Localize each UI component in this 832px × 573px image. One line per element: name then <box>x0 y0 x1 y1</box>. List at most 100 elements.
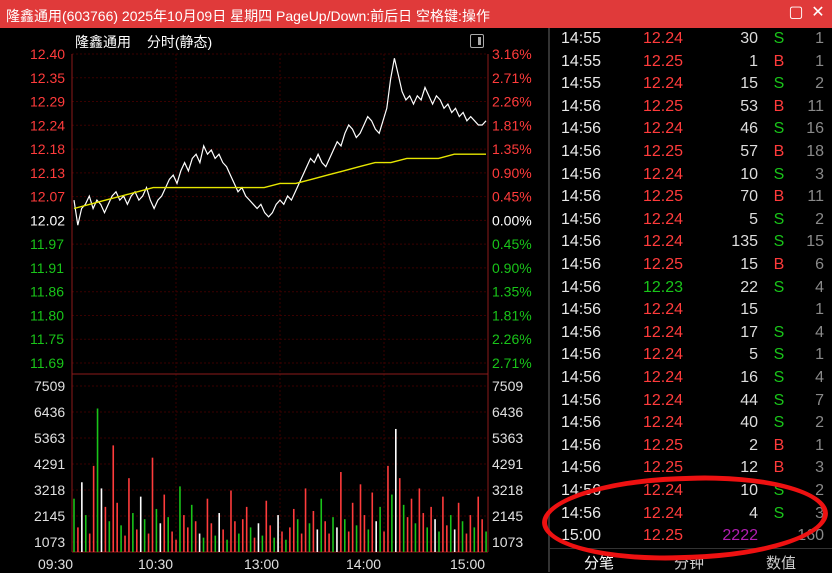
tick-price: 12.25 <box>643 188 684 206</box>
tick-price: 12.25 <box>643 97 684 115</box>
tick-row: 14:56 12.25 57 B 18 <box>550 141 832 163</box>
tick-row: 14:56 12.24 15 1 <box>550 299 832 321</box>
tick-count: 6 <box>815 256 824 273</box>
tick-volume: 40 <box>740 414 758 432</box>
price-tick-label: 12.29 <box>30 94 65 110</box>
tick-row: 14:56 12.24 17 S 4 <box>550 322 832 344</box>
tick-price: 12.25 <box>643 527 684 545</box>
tick-direction: S <box>773 75 785 93</box>
tick-volume: 57 <box>740 143 758 160</box>
percent-tick-label: 0.00% <box>492 212 532 228</box>
tick-price: 12.23 <box>643 278 684 296</box>
tab-tick[interactable]: 分笔 <box>584 555 615 572</box>
tick-direction: B <box>773 143 785 160</box>
tick-volume: 44 <box>740 391 758 409</box>
tick-volume: 15 <box>740 75 758 93</box>
tick-price: 12.24 <box>643 120 684 138</box>
tick-time: 14:56 <box>561 278 602 296</box>
volume-tick-label: 1073 <box>492 534 523 550</box>
volume-tick-label: 2145 <box>34 508 65 524</box>
tick-direction: S <box>773 346 785 364</box>
average-price-line <box>73 153 486 210</box>
percent-tick-label: 2.71% <box>492 355 532 371</box>
panel-toggle-icon[interactable] <box>470 34 484 48</box>
tick-volume: 5 <box>749 210 758 228</box>
tick-count: 1 <box>815 346 824 364</box>
tick-volume: 2 <box>749 436 758 454</box>
tick-row: 14:56 12.24 10 S 3 <box>550 164 832 186</box>
tick-row: 14:56 12.24 5 S 2 <box>550 209 832 231</box>
tick-volume: 12 <box>740 459 758 477</box>
tick-direction: B <box>773 52 785 70</box>
tick-direction: S <box>773 30 785 47</box>
tick-price: 12.24 <box>643 30 684 47</box>
title-bar: 隆鑫通用(603766) 2025年10月09日 星期四 PageUp/Down… <box>0 0 832 28</box>
intraday-chart-panel[interactable]: 隆鑫通用 分时(静态) 12.40 3.16% 12.35 2.71% 12.29 2.2… <box>0 28 548 572</box>
tick-count: 4 <box>815 369 824 386</box>
panel-divider[interactable] <box>548 28 550 572</box>
tick-volume: 1 <box>749 52 758 70</box>
tick-price: 12.24 <box>643 75 684 93</box>
tick-price: 12.25 <box>643 459 684 477</box>
chart-mode-label: 分时(静态) <box>146 34 213 50</box>
tick-count: 4 <box>815 278 824 296</box>
tick-row: 14:56 12.25 53 B 11 <box>550 96 832 118</box>
tick-time: 14:55 <box>561 52 602 70</box>
tick-tabs: 分笔 分钟 数值 <box>550 548 832 573</box>
tick-direction: S <box>773 482 785 499</box>
tick-count: 18 <box>806 143 824 160</box>
tab-minute[interactable]: 分钟 <box>674 555 705 572</box>
tick-time: 14:56 <box>561 323 602 341</box>
tick-count: 11 <box>807 97 824 115</box>
price-tick-label: 11.69 <box>30 355 64 371</box>
chart-header: 隆鑫通用 分时(静态) <box>75 32 224 52</box>
tab-value[interactable]: 数值 <box>766 555 797 572</box>
tick-direction: S <box>773 391 785 409</box>
tick-count: 2 <box>815 210 824 228</box>
tick-row: 14:56 12.25 2 B 1 <box>550 435 832 457</box>
tick-time: 14:56 <box>561 143 602 160</box>
time-axis-label: 15:00 <box>450 556 485 572</box>
tick-row: 14:56 12.23 22 S 4 <box>550 277 832 299</box>
tick-direction: S <box>773 120 785 138</box>
close-icon[interactable]: ✕ <box>811 4 825 21</box>
percent-tick-label: 2.71% <box>492 70 532 86</box>
price-tick-label: 12.02 <box>30 212 65 228</box>
tick-row: 14:55 12.24 15 S 2 <box>550 73 832 95</box>
tick-count: 3 <box>815 459 824 477</box>
tick-direction: S <box>773 369 785 386</box>
tick-row: 14:56 12.24 10 S 2 <box>550 480 832 502</box>
tick-count: 2 <box>815 414 824 432</box>
tick-row: 14:56 12.24 40 S 2 <box>550 412 832 434</box>
tick-volume: 15 <box>740 301 758 319</box>
tick-volume: 46 <box>740 120 758 138</box>
tick-time: 14:56 <box>561 120 602 138</box>
tick-list[interactable]: 14:55 12.24 30 S 1 14:55 12.25 1 B 1 14:55 12.24 15 S… <box>550 28 832 544</box>
tick-count: 16 <box>806 120 824 138</box>
volume-tick-label: 6436 <box>34 404 65 420</box>
tick-time: 14:56 <box>561 346 602 364</box>
tick-direction: B <box>773 436 785 454</box>
tick-volume: 135 <box>731 233 758 251</box>
price-tick-label: 12.13 <box>30 165 65 181</box>
tick-row: 14:56 12.24 46 S 16 <box>550 118 832 140</box>
tick-direction: S <box>773 278 785 296</box>
tick-time: 14:56 <box>561 233 602 251</box>
volume-tick-label: 2145 <box>492 508 523 524</box>
tick-time: 14:56 <box>561 391 602 409</box>
volume-tick-label: 6436 <box>492 404 523 420</box>
time-axis-label: 13:00 <box>244 556 279 572</box>
volume-tick-label: 5363 <box>492 430 523 446</box>
window-title: 隆鑫通用(603766) 2025年10月09日 星期四 PageUp/Down… <box>6 8 490 24</box>
tick-time: 14:56 <box>561 256 602 273</box>
percent-tick-label: 0.90% <box>492 165 532 181</box>
price-tick-label: 11.86 <box>30 284 64 300</box>
tick-direction: B <box>773 97 785 115</box>
tick-count: 1 <box>815 436 824 454</box>
price-tick-label: 12.18 <box>30 141 65 157</box>
percent-tick-label: 3.16% <box>492 46 532 62</box>
tick-time: 14:56 <box>561 369 602 386</box>
tick-price: 12.25 <box>643 143 684 160</box>
restore-icon[interactable]: ▢ <box>788 4 804 21</box>
tick-direction: S <box>773 504 785 522</box>
